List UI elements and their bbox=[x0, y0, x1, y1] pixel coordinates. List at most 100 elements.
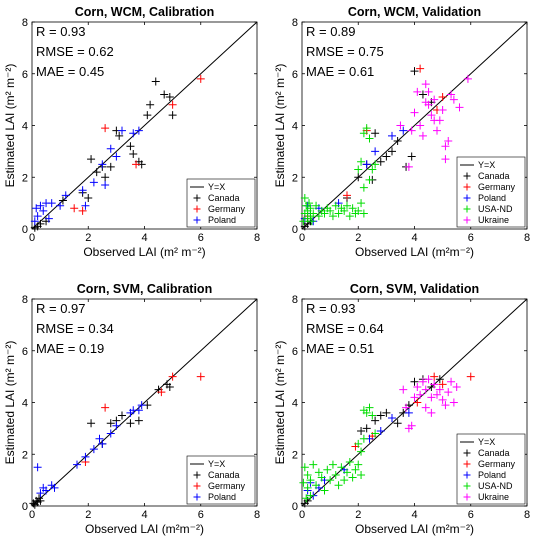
x-tick-label: 2 bbox=[85, 509, 91, 521]
data-point bbox=[365, 175, 374, 184]
data-point bbox=[112, 421, 121, 430]
data-point bbox=[314, 212, 323, 221]
legend-marker bbox=[463, 493, 471, 501]
data-point bbox=[449, 398, 458, 407]
data-point bbox=[402, 403, 411, 412]
x-axis-label: Observed LAI (m²m⁻²) bbox=[355, 522, 474, 536]
data-point bbox=[357, 426, 366, 435]
data-point bbox=[413, 87, 422, 96]
data-point bbox=[81, 201, 90, 210]
data-point bbox=[98, 439, 107, 448]
legend-marker bbox=[463, 205, 471, 213]
data-point bbox=[303, 470, 312, 479]
data-point bbox=[413, 398, 422, 407]
data-point bbox=[449, 95, 458, 104]
data-point bbox=[396, 121, 405, 130]
x-tick-label: 0 bbox=[299, 232, 305, 244]
data-point bbox=[345, 458, 354, 467]
data-point bbox=[312, 201, 321, 210]
stat-label: MAE = 0.61 bbox=[306, 64, 374, 79]
series-germany bbox=[70, 74, 205, 215]
series-ukraine bbox=[399, 375, 461, 433]
legend-label: Y=X bbox=[478, 437, 495, 447]
data-point bbox=[106, 162, 115, 171]
legend-marker bbox=[463, 194, 471, 202]
data-point bbox=[351, 465, 360, 474]
data-point bbox=[309, 460, 318, 469]
data-point bbox=[89, 445, 98, 454]
data-point bbox=[61, 191, 70, 200]
data-point bbox=[444, 388, 453, 397]
data-point bbox=[354, 460, 363, 469]
data-point bbox=[376, 157, 385, 166]
data-point bbox=[101, 124, 110, 133]
y-tick-label: 8 bbox=[292, 294, 298, 306]
data-point bbox=[407, 126, 416, 135]
data-point bbox=[306, 491, 315, 500]
data-point bbox=[421, 385, 430, 394]
x-axis-label: Observed LAI (m²m⁻²) bbox=[355, 245, 474, 259]
data-point bbox=[427, 408, 436, 417]
identity-line bbox=[31, 21, 258, 230]
legend-label: Poland bbox=[478, 470, 506, 480]
legend-label: Y=X bbox=[208, 182, 225, 192]
legend-marker bbox=[463, 183, 471, 191]
data-point bbox=[115, 131, 124, 140]
data-point bbox=[376, 411, 385, 420]
data-point bbox=[134, 416, 143, 425]
data-point bbox=[299, 217, 308, 226]
data-point bbox=[143, 111, 152, 120]
data-point bbox=[354, 165, 363, 174]
legend-label: Germany bbox=[478, 459, 516, 469]
legend-marker bbox=[463, 482, 471, 490]
data-point bbox=[320, 209, 329, 218]
legend-label: Germany bbox=[208, 204, 246, 214]
legend-label: USA-ND bbox=[478, 481, 513, 491]
data-point bbox=[36, 219, 45, 228]
data-point bbox=[331, 201, 340, 210]
data-point bbox=[309, 209, 318, 218]
data-point bbox=[56, 201, 65, 210]
x-tick-label: 6 bbox=[198, 232, 204, 244]
series-poland bbox=[30, 126, 143, 226]
stat-label: R = 0.93 bbox=[36, 24, 86, 39]
data-point bbox=[365, 403, 374, 412]
y-tick-label: 6 bbox=[22, 69, 28, 81]
data-point bbox=[444, 137, 453, 146]
x-axis-label: Observed LAI (m² m⁻²) bbox=[83, 245, 205, 259]
data-point bbox=[323, 465, 332, 474]
y-tick-label: 8 bbox=[292, 17, 298, 29]
data-point bbox=[416, 390, 425, 399]
chart-title: Corn, WCM, Calibration bbox=[75, 5, 215, 19]
x-tick-label: 2 bbox=[355, 232, 361, 244]
data-point bbox=[137, 401, 146, 410]
series-ukraine bbox=[396, 74, 472, 171]
data-point bbox=[300, 463, 309, 472]
data-point bbox=[348, 473, 357, 482]
data-point bbox=[438, 395, 447, 404]
y-tick-label: 8 bbox=[22, 17, 28, 29]
data-point bbox=[447, 377, 456, 386]
data-point bbox=[326, 476, 335, 485]
data-point bbox=[418, 131, 427, 140]
legend-label: Canada bbox=[478, 171, 510, 181]
chart-title: Corn, WCM, Validation bbox=[348, 5, 481, 19]
chart-title: Corn, SVM, Calibration bbox=[77, 282, 212, 296]
data-point bbox=[129, 129, 138, 138]
data-point bbox=[168, 372, 177, 381]
data-point bbox=[50, 483, 59, 492]
data-point bbox=[151, 77, 160, 86]
data-point bbox=[368, 411, 377, 420]
data-point bbox=[466, 372, 475, 381]
data-point bbox=[340, 206, 349, 215]
data-point bbox=[427, 393, 436, 402]
data-point bbox=[106, 429, 115, 438]
data-point bbox=[441, 155, 450, 164]
data-point bbox=[435, 375, 444, 384]
data-point bbox=[413, 382, 422, 391]
data-point bbox=[47, 199, 56, 208]
stat-label: R = 0.93 bbox=[306, 301, 356, 316]
y-tick-label: 4 bbox=[292, 398, 298, 410]
data-point bbox=[382, 152, 391, 161]
